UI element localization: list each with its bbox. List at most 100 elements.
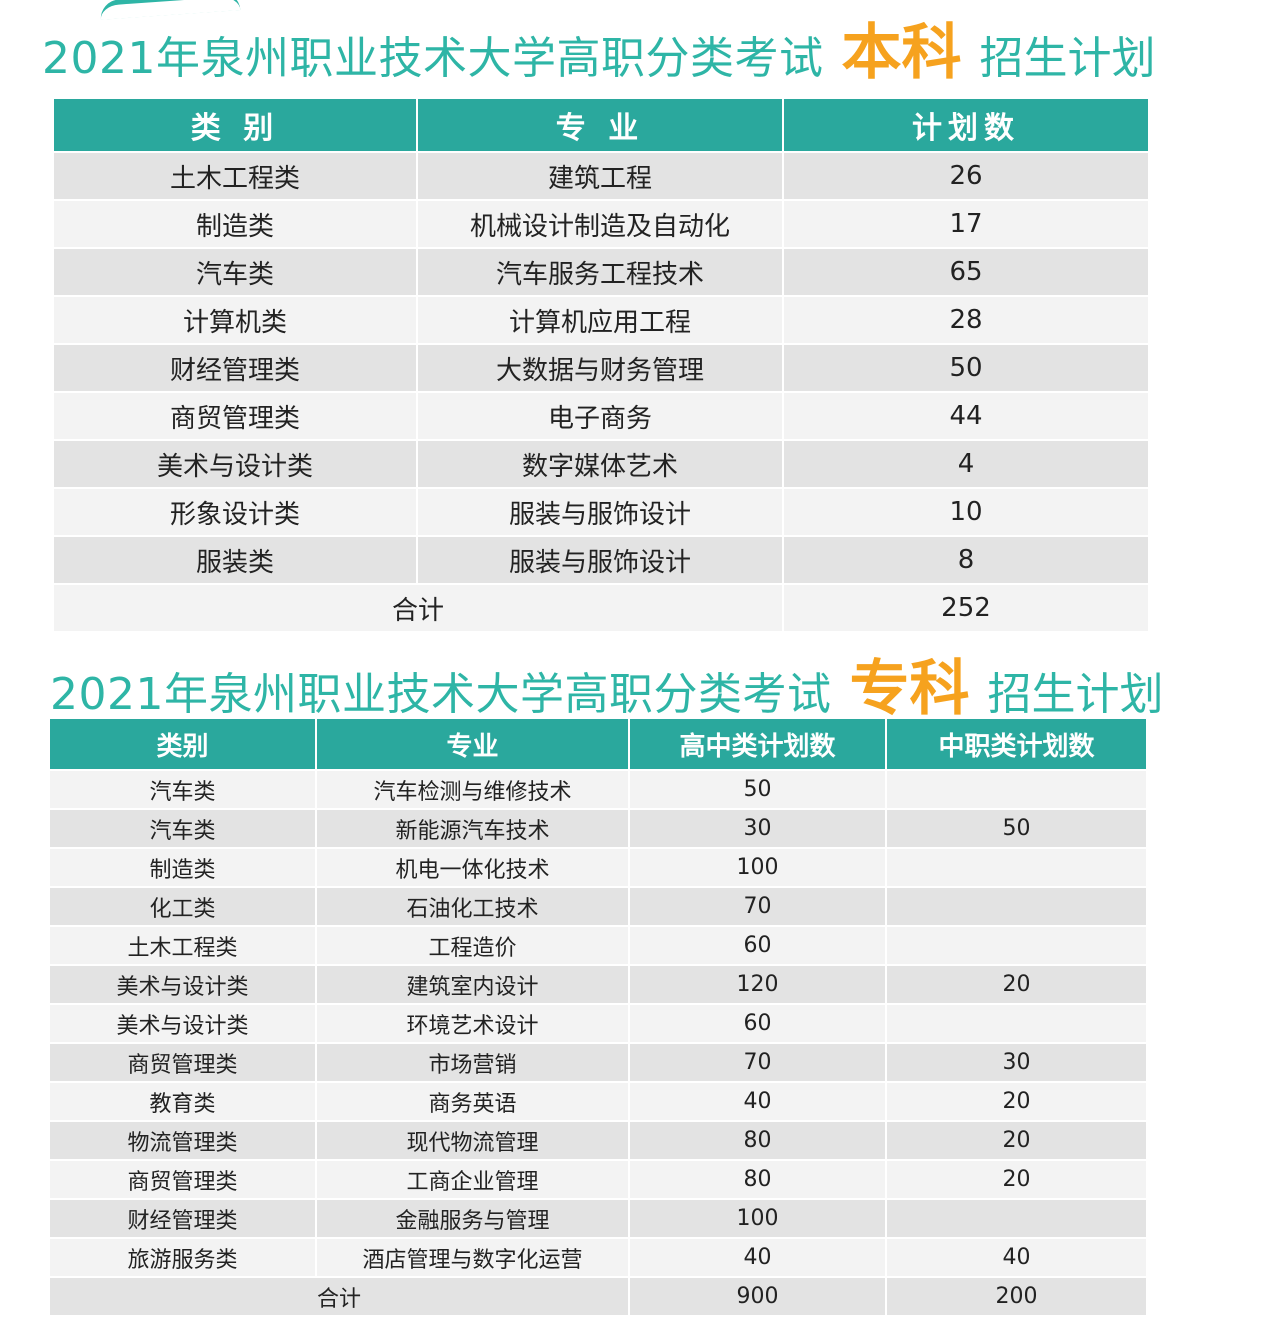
table-row: 物流管理类 现代物流管理 80 20 (48, 1120, 1148, 1161)
high-school-plan-cell: 40 (628, 1237, 887, 1278)
table-row: 汽车类 新能源汽车技术 30 50 (48, 808, 1148, 849)
vocational-plan-cell (885, 847, 1148, 888)
table-row: 汽车类 汽车服务工程技术 65 (52, 247, 1150, 297)
table-row: 美术与设计类 建筑室内设计 120 20 (48, 964, 1148, 1005)
category-cell: 商贸管理类 (52, 391, 418, 441)
major-cell: 数字媒体艺术 (416, 439, 784, 489)
column-header-high-school-plan: 高中类计划数 (628, 717, 887, 771)
high-school-plan-cell: 100 (628, 847, 887, 888)
associate-plan-table: 类别 专业 高中类计划数 中职类计划数 汽车类 汽车检测与维修技术 50 汽车类 新能源… (48, 717, 1148, 1317)
high-school-plan-cell: 70 (628, 886, 887, 927)
major-cell: 汽车检测与维修技术 (315, 769, 630, 810)
high-school-plan-cell: 70 (628, 1042, 887, 1083)
major-cell: 机电一体化技术 (315, 847, 630, 888)
plan-cell: 4 (782, 439, 1150, 489)
column-header-category: 类 别 (52, 97, 418, 153)
total-row: 合计 252 (52, 583, 1150, 633)
vocational-plan-cell (885, 925, 1148, 966)
high-school-plan-cell: 120 (628, 964, 887, 1005)
category-cell: 教育类 (48, 1081, 317, 1122)
total-value: 252 (782, 583, 1150, 633)
column-header-category: 类别 (48, 717, 317, 771)
major-cell: 汽车服务工程技术 (416, 247, 784, 297)
major-cell: 建筑室内设计 (315, 964, 630, 1005)
major-cell: 环境艺术设计 (315, 1003, 630, 1044)
column-header-major: 专业 (315, 717, 630, 771)
high-school-plan-cell: 100 (628, 1198, 887, 1239)
plan-cell: 44 (782, 391, 1150, 441)
category-cell: 美术与设计类 (48, 964, 317, 1005)
high-school-plan-cell: 40 (628, 1081, 887, 1122)
table-row: 商贸管理类 市场营销 70 30 (48, 1042, 1148, 1083)
table-row: 财经管理类 金融服务与管理 100 (48, 1198, 1148, 1239)
category-cell: 商贸管理类 (48, 1042, 317, 1083)
table-row: 服装类 服装与服饰设计 8 (52, 535, 1150, 585)
high-school-plan-cell: 50 (628, 769, 887, 810)
bachelor-plan-title: 2021年泉州职业技术大学高职分类考试 本科 招生计划 (42, 4, 1155, 91)
associate-plan-title: 2021年泉州职业技术大学高职分类考试 专科 招生计划 (50, 640, 1163, 727)
total-label: 合计 (52, 583, 784, 633)
table-row: 制造类 机电一体化技术 100 (48, 847, 1148, 888)
table-row: 旅游服务类 酒店管理与数字化运营 40 40 (48, 1237, 1148, 1278)
plan-cell: 28 (782, 295, 1150, 345)
category-cell: 物流管理类 (48, 1120, 317, 1161)
table-header-row: 类别 专业 高中类计划数 中职类计划数 (48, 717, 1148, 771)
total-vocational: 200 (885, 1276, 1148, 1317)
major-cell: 新能源汽车技术 (315, 808, 630, 849)
table-row: 美术与设计类 数字媒体艺术 4 (52, 439, 1150, 489)
total-label: 合计 (48, 1276, 630, 1317)
major-cell: 建筑工程 (416, 151, 784, 201)
category-cell: 化工类 (48, 886, 317, 927)
major-cell: 现代物流管理 (315, 1120, 630, 1161)
category-cell: 财经管理类 (48, 1198, 317, 1239)
plan-cell: 65 (782, 247, 1150, 297)
table-row: 制造类 机械设计制造及自动化 17 (52, 199, 1150, 249)
category-cell: 汽车类 (48, 808, 317, 849)
major-cell: 服装与服饰设计 (416, 535, 784, 585)
major-cell: 金融服务与管理 (315, 1198, 630, 1239)
associate-title-prefix: 2021年泉州职业技术大学高职分类考试 (50, 669, 832, 720)
major-cell: 工程造价 (315, 925, 630, 966)
table-row: 汽车类 汽车检测与维修技术 50 (48, 769, 1148, 810)
vocational-plan-cell (885, 769, 1148, 810)
column-header-major: 专 业 (416, 97, 784, 153)
category-cell: 旅游服务类 (48, 1237, 317, 1278)
table-row: 土木工程类 工程造价 60 (48, 925, 1148, 966)
major-cell: 服装与服饰设计 (416, 487, 784, 537)
major-cell: 机械设计制造及自动化 (416, 199, 784, 249)
vocational-plan-cell: 50 (885, 808, 1148, 849)
table-header-row: 类 别 专 业 计划数 (52, 97, 1150, 153)
total-high-school: 900 (628, 1276, 887, 1317)
vocational-plan-cell (885, 1003, 1148, 1044)
major-cell: 酒店管理与数字化运营 (315, 1237, 630, 1278)
category-cell: 汽车类 (52, 247, 418, 297)
high-school-plan-cell: 30 (628, 808, 887, 849)
table-row: 商贸管理类 工商企业管理 80 20 (48, 1159, 1148, 1200)
vocational-plan-cell: 20 (885, 1159, 1148, 1200)
category-cell: 土木工程类 (48, 925, 317, 966)
category-cell: 美术与设计类 (48, 1003, 317, 1044)
high-school-plan-cell: 60 (628, 1003, 887, 1044)
table-row: 计算机类 计算机应用工程 28 (52, 295, 1150, 345)
major-cell: 石油化工技术 (315, 886, 630, 927)
vocational-plan-cell (885, 886, 1148, 927)
table-row: 商贸管理类 电子商务 44 (52, 391, 1150, 441)
bachelor-title-prefix: 2021年泉州职业技术大学高职分类考试 (42, 33, 824, 84)
vocational-plan-cell: 30 (885, 1042, 1148, 1083)
category-cell: 服装类 (52, 535, 418, 585)
associate-title-highlight: 专科 (849, 654, 970, 724)
plan-cell: 8 (782, 535, 1150, 585)
high-school-plan-cell: 80 (628, 1159, 887, 1200)
category-cell: 形象设计类 (52, 487, 418, 537)
bachelor-title-highlight: 本科 (841, 18, 962, 88)
table-row: 财经管理类 大数据与财务管理 50 (52, 343, 1150, 393)
category-cell: 商贸管理类 (48, 1159, 317, 1200)
high-school-plan-cell: 60 (628, 925, 887, 966)
column-header-vocational-plan: 中职类计划数 (885, 717, 1148, 771)
category-cell: 计算机类 (52, 295, 418, 345)
vocational-plan-cell: 20 (885, 1120, 1148, 1161)
plan-cell: 26 (782, 151, 1150, 201)
category-cell: 土木工程类 (52, 151, 418, 201)
associate-title-suffix: 招生计划 (987, 669, 1164, 720)
table-row: 教育类 商务英语 40 20 (48, 1081, 1148, 1122)
